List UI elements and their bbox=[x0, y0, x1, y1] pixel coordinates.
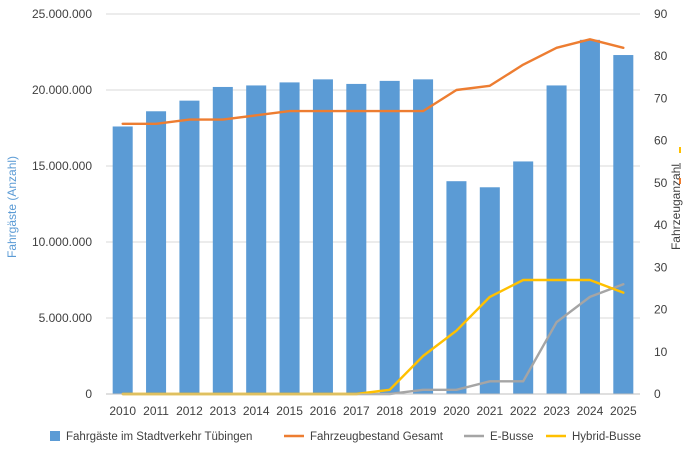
bar-2013 bbox=[212, 86, 233, 395]
bar-2012 bbox=[179, 100, 200, 394]
x-tick-label: 2019 bbox=[410, 404, 437, 418]
legend-label: Fahrzeugbestand Gesamt bbox=[310, 431, 444, 443]
y-left-tick-label: 20.000.000 bbox=[32, 83, 92, 97]
legend-label: Fahrgäste im Stadtverkehr Tübingen bbox=[66, 431, 252, 443]
bar-2019 bbox=[413, 79, 434, 395]
x-tick-label: 2025 bbox=[610, 404, 637, 418]
y-left-tick-label: 10.000.000 bbox=[32, 235, 92, 249]
y-left-tick-label: 15.000.000 bbox=[32, 159, 92, 173]
legend-label: Hybrid-Busse bbox=[572, 431, 641, 443]
bar-2017 bbox=[346, 83, 367, 395]
y-axis-left-label: Fahrgäste (Anzahl) bbox=[5, 156, 19, 258]
y-right-tick-label: 90 bbox=[654, 7, 668, 21]
legend-swatch bbox=[50, 431, 60, 441]
y-right-tick-label: 40 bbox=[654, 218, 668, 232]
bar-2015 bbox=[279, 82, 300, 395]
y-right-tick-label: 0 bbox=[654, 387, 661, 401]
x-tick-label: 2014 bbox=[243, 404, 270, 418]
x-tick-label: 2012 bbox=[176, 404, 203, 418]
y-right-tick-label: 10 bbox=[654, 345, 668, 359]
axes: 0 5.000.000 10.000.000 15.000.000 20.000.000… bbox=[32, 7, 668, 418]
bar-2011 bbox=[146, 111, 167, 394]
bar-2014 bbox=[246, 85, 267, 394]
x-tick-label: 2015 bbox=[276, 404, 303, 418]
legend: Fahrgäste im Stadtverkehr Tübingen Fahrze… bbox=[50, 431, 641, 443]
y-right-tick-label: 20 bbox=[654, 303, 668, 317]
bar-series-fahrgaeste bbox=[112, 39, 634, 395]
bar-2020 bbox=[446, 181, 467, 394]
x-tick-label: 2017 bbox=[343, 404, 370, 418]
y-right-tick-label: 60 bbox=[654, 134, 668, 148]
bar-2021 bbox=[479, 187, 500, 394]
x-tick-label: 2022 bbox=[510, 404, 537, 418]
y-right-tick-label: 30 bbox=[654, 260, 668, 274]
x-tick-label: 2020 bbox=[443, 404, 470, 418]
x-tick-label: 2021 bbox=[476, 404, 503, 418]
y-left-tick-label: 25.000.000 bbox=[32, 7, 92, 21]
x-tick-label: 2016 bbox=[310, 404, 337, 418]
bar-2018 bbox=[379, 80, 400, 394]
x-tick-label: 2018 bbox=[376, 404, 403, 418]
x-tick-label: 2023 bbox=[543, 404, 570, 418]
bar-2023 bbox=[546, 85, 567, 394]
bar-2025 bbox=[613, 55, 634, 394]
legend-label: E-Busse bbox=[490, 431, 533, 443]
y-left-tick-label: 0 bbox=[85, 387, 92, 401]
y-right-tick-label: 50 bbox=[654, 176, 668, 190]
line-fahrzeugbestand-gesamt bbox=[121, 38, 625, 125]
y-left-tick-label: 5.000.000 bbox=[39, 311, 93, 325]
x-tick-label: 2013 bbox=[209, 404, 236, 418]
x-tick-label: 2024 bbox=[577, 404, 604, 418]
bar-2016 bbox=[312, 79, 333, 395]
y-right-tick-label: 70 bbox=[654, 91, 668, 105]
bar-2022 bbox=[513, 161, 534, 394]
bar-2024 bbox=[579, 39, 600, 395]
x-tick-label: 2010 bbox=[109, 404, 136, 418]
y-axis-right-label: Fahrzeuganzahl bbox=[669, 164, 683, 250]
bar-2010 bbox=[112, 126, 133, 394]
y-right-tick-label: 80 bbox=[654, 49, 668, 63]
x-tick-label: 2011 bbox=[143, 404, 169, 418]
